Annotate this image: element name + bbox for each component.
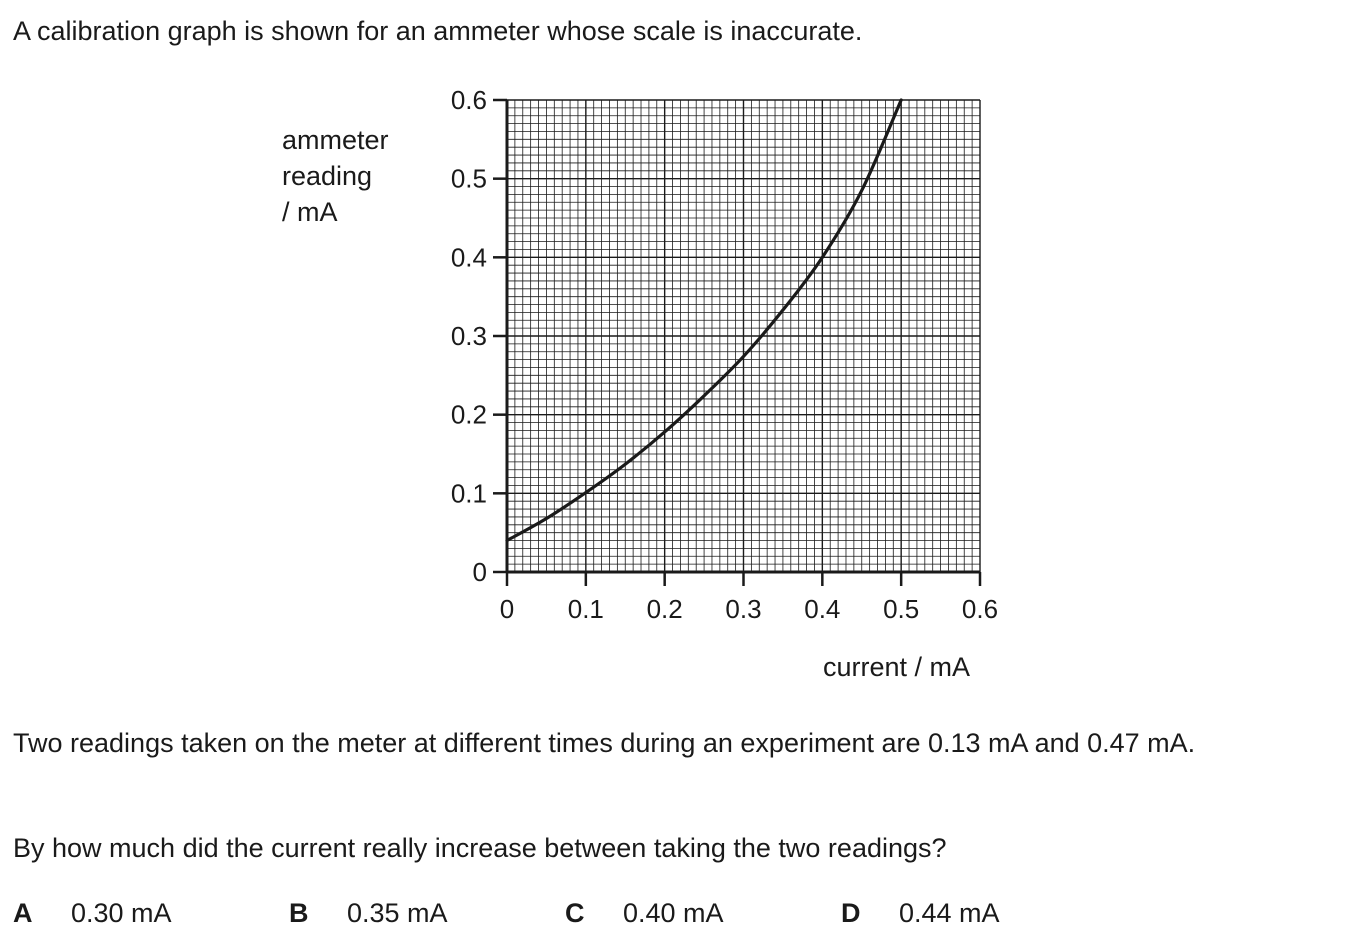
question-text: By how much did the current really incre… — [13, 833, 947, 863]
y-tick-label: 0.5 — [451, 164, 487, 194]
y-tick-label: 0.6 — [451, 85, 487, 115]
option-d[interactable]: D 0.44 mA — [841, 896, 1000, 930]
x-tick-label: 0 — [500, 594, 514, 624]
option-b-value: 0.35 mA — [347, 898, 448, 928]
x-tick-label: 0.2 — [647, 594, 683, 624]
option-c-letter: C — [565, 898, 585, 928]
y-axis-label-line-1: ammeter — [282, 125, 389, 155]
option-a[interactable]: A 0.30 mA — [13, 896, 172, 930]
x-tick-label: 0.6 — [962, 594, 998, 624]
x-axis-label: current / mA — [823, 652, 971, 682]
y-axis-label: ammeter reading / mA — [282, 122, 389, 230]
axis-ticks — [493, 98, 982, 586]
option-c-value: 0.40 mA — [623, 898, 724, 928]
y-tick-label: 0.3 — [451, 321, 487, 351]
y-tick-label: 0 — [473, 557, 487, 587]
axis-tick-labels: 0 0.1 0.2 0.3 0.4 0.5 0.6 0 0.1 0.2 0.3 0.4 0.5 0.6 — [451, 85, 998, 624]
y-tick-label: 0.4 — [451, 242, 487, 272]
option-c[interactable]: C 0.40 mA — [565, 896, 724, 930]
x-tick-label: 0.3 — [725, 594, 761, 624]
readings-paragraph: Two readings taken on the meter at diffe… — [13, 728, 1196, 758]
calibration-curve — [505, 98, 903, 543]
x-tick-label: 0.4 — [804, 594, 840, 624]
x-tick-label: 0.5 — [883, 594, 919, 624]
option-a-letter: A — [13, 898, 33, 928]
option-a-value: 0.30 mA — [71, 898, 172, 928]
option-b-letter: B — [289, 898, 309, 928]
y-axis-label-line-3: / mA — [282, 197, 338, 227]
question-intro: A calibration graph is shown for an amme… — [13, 16, 863, 46]
option-d-value: 0.44 mA — [899, 898, 1000, 928]
y-tick-label: 0.2 — [451, 400, 487, 430]
option-b[interactable]: B 0.35 mA — [289, 896, 448, 930]
calibration-chart: 0 0.1 0.2 0.3 0.4 0.5 0.6 0 0.1 0.2 0.3 0.4 0.5 0.6 — [451, 85, 998, 624]
y-tick-label: 0.1 — [451, 478, 487, 508]
x-tick-label: 0.1 — [568, 594, 604, 624]
y-axis-label-line-2: reading — [282, 161, 373, 191]
calibration-curve-line — [505, 98, 903, 543]
option-d-letter: D — [841, 898, 861, 928]
